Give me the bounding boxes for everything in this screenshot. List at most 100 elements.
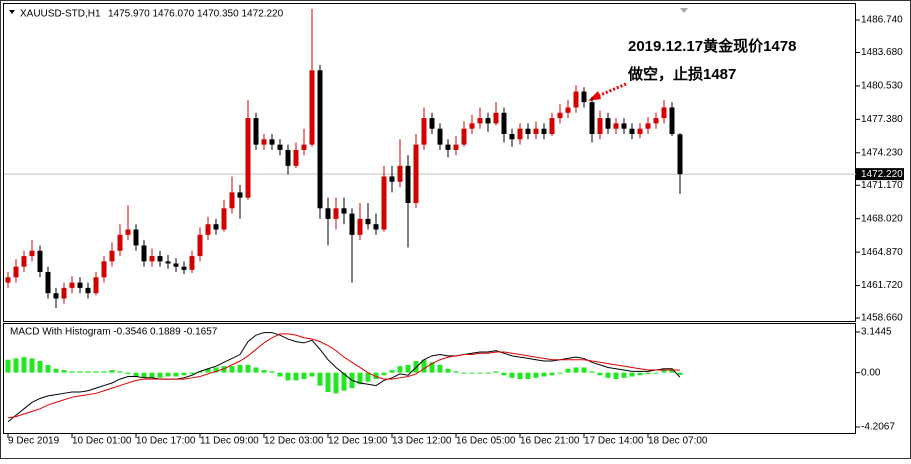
candle-body [165,261,171,264]
candle-body [485,118,491,124]
histogram-bar [557,372,563,374]
candle-body [661,107,667,119]
candle-body [325,208,331,219]
histogram-bar [117,371,123,373]
candle-body [557,112,563,119]
candle-body [597,118,603,135]
x-tick-label: 9 Dec 2019 [8,436,60,447]
histogram-bar [133,372,139,377]
candle-body [493,112,499,124]
y-tick-label: -4.2067 [861,422,895,433]
candle-body [445,144,451,150]
candle-body [101,261,107,278]
histogram-bar [541,372,547,377]
histogram-bar [501,372,507,376]
histogram-bar [245,364,251,373]
histogram-bar [421,359,427,373]
symbol: XAUUSD-STD,H1 [20,9,101,20]
candle-body [69,282,75,288]
histogram-bar [397,366,403,373]
x-tick-label: 16 Dec 21:00 [520,436,580,447]
histogram-bar [581,367,587,373]
histogram-bar [93,371,99,373]
candle-body [61,287,67,299]
x-tick-label: 13 Dec 12:00 [392,436,452,447]
candle-body [309,70,315,145]
candle-body [629,128,635,135]
histogram-bar [21,357,27,373]
candle-body [285,149,291,166]
candle-body [93,277,99,294]
histogram-bar [197,371,203,373]
candle-body [541,128,547,135]
histogram-bar [469,372,475,374]
y-tick-label: 1483.680 [861,47,903,58]
candle-body [221,208,227,230]
candle-body [613,123,619,129]
histogram-bar [29,358,35,373]
x-tick-label: 11 Dec 09:00 [200,436,259,447]
macd-line [7,332,681,423]
candle-body [605,118,611,129]
histogram-bar [493,371,499,373]
candle-body [477,118,483,124]
candle-body [461,128,467,145]
histogram-bar [597,372,603,376]
candle-body [269,139,275,145]
x-tick-label: 16 Dec 05:00 [456,436,516,447]
last-price-box [856,168,904,181]
candle-body [413,144,419,203]
candle-body [125,229,131,235]
candle-body [37,250,43,272]
y-tick-label: 1471.170 [861,180,903,191]
y-tick-label: 1461.720 [861,280,903,291]
menu-icon[interactable] [9,10,15,14]
candle-body [565,107,571,113]
histogram-bar [261,370,267,373]
candle-body [549,118,555,135]
candle-body [317,70,323,209]
candle-body [437,128,443,145]
candle-body [261,139,267,145]
histogram-bar [341,372,347,391]
histogram-bar [373,372,379,380]
histogram-bar [429,362,435,373]
histogram-bar [573,367,579,373]
candle-body [301,144,307,150]
x-tick-label: 12 Dec 03:00 [264,436,324,447]
candle-body [653,118,659,124]
candle-body [5,277,11,283]
histogram-bar [317,372,323,386]
candle-body [157,256,163,262]
histogram-bar [237,364,243,373]
histogram-bar [309,372,315,377]
histogram-bar [85,371,91,373]
candle-body [149,256,155,262]
histogram-bar [77,371,83,373]
candle-body [677,134,683,175]
candle-body [501,112,507,135]
candle-body [349,213,355,235]
histogram-bar [13,358,19,373]
macd-panel [3,323,856,434]
histogram-bar [437,364,443,373]
histogram-bar [653,372,659,374]
histogram-bar [149,372,155,378]
histogram-bar [605,372,611,378]
candle-body [365,218,371,225]
histogram-bar [53,368,59,373]
scroll-icon[interactable] [680,8,688,13]
histogram-bar [173,372,179,377]
x-tick-label: 12 Dec 19:00 [328,436,388,447]
histogram-bar [485,372,491,374]
candle-body [341,208,347,214]
candle-body [213,224,219,230]
y-tick-label: 1480.530 [861,81,903,92]
histogram-bar [5,359,11,373]
candle-body [645,123,651,129]
y-tick-label: 1458.660 [861,313,903,324]
histogram-bar [61,370,67,373]
arrow-head [588,91,601,101]
candle-body [293,149,299,166]
